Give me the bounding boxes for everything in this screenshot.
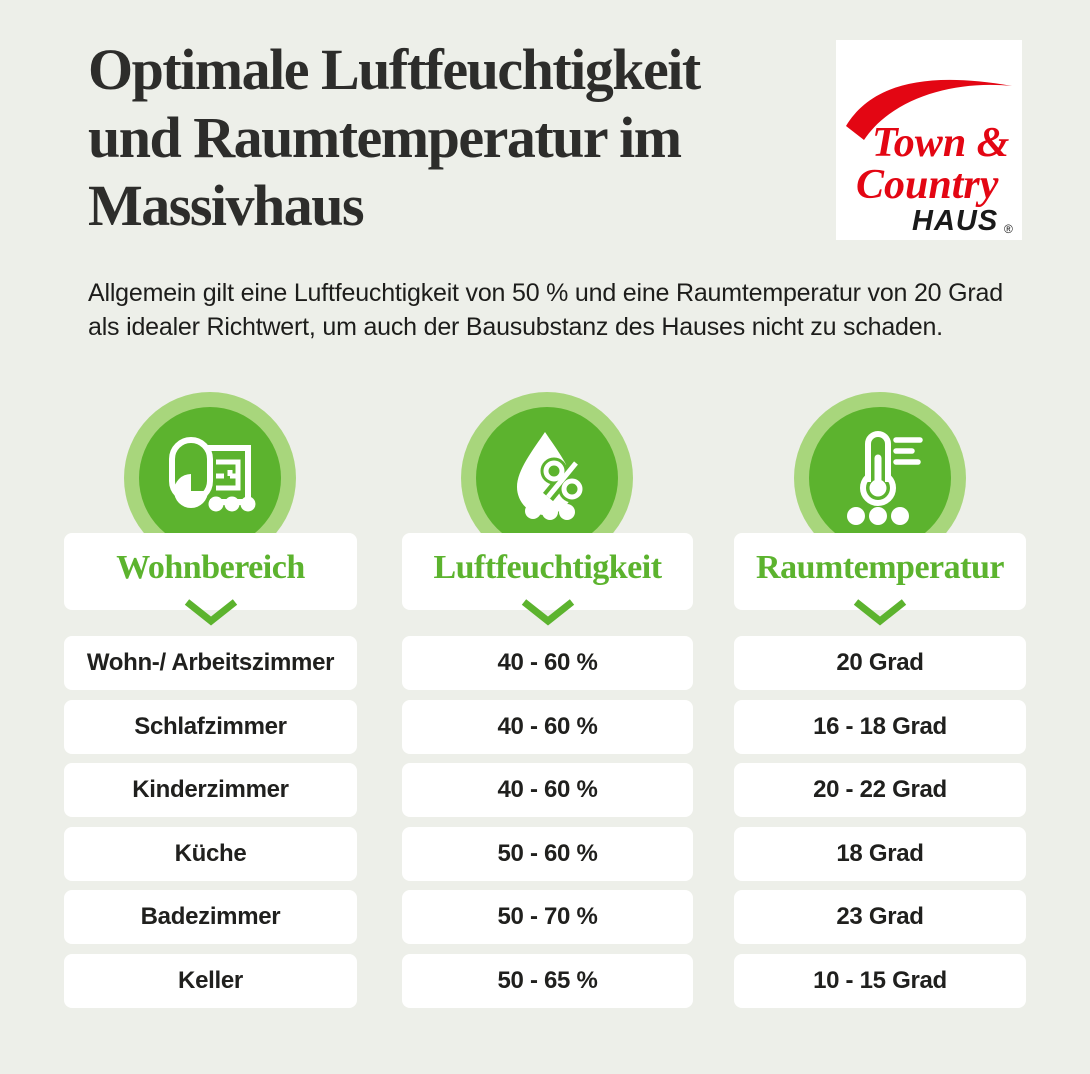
table-cell-room: Keller: [64, 954, 357, 1008]
blueprint-icon: [169, 437, 256, 512]
intro-text: Allgemein gilt eine Luftfeuchtigkeit von…: [88, 276, 1038, 344]
table-cell-humidity: 40 - 60 %: [402, 636, 693, 690]
column-header-wohnbereich: Wohnbereich: [64, 533, 357, 626]
column-header-label: Raumtemperatur: [756, 548, 1004, 586]
town-country-logo-graphic: Town & Country HAUS ®: [846, 79, 1013, 237]
column-header-raumtemperatur: Raumtemperatur: [734, 533, 1026, 626]
table-cell-room: Kinderzimmer: [64, 763, 357, 817]
intro-line-2: als idealer Richtwert, um auch der Bausu…: [88, 313, 943, 341]
table-cell-humidity: 40 - 60 %: [402, 700, 693, 754]
table-cell-temperature: 20 - 22 Grad: [734, 763, 1026, 817]
table-cell-temperature: 16 - 18 Grad: [734, 700, 1026, 754]
intro-line-1: Allgemein gilt eine Luftfeuchtigkeit von…: [88, 279, 1003, 307]
table-cell-room: Schlafzimmer: [64, 700, 357, 754]
title-line-1: Optimale Luftfeuchtigkeit: [88, 37, 701, 102]
logo-registered-mark: ®: [1004, 222, 1013, 236]
title-line-2: und Raumtemperatur im: [88, 105, 682, 170]
table-cell-room: Wohn-/ Arbeitszimmer: [64, 636, 357, 690]
logo-word-haus: HAUS: [912, 205, 998, 237]
column-header-label: Wohnbereich: [116, 548, 305, 586]
thermometer-icon: [847, 431, 923, 525]
logo-word-country: Country: [856, 162, 999, 208]
humidity-drop-icon: [517, 432, 586, 520]
chevron-down-icon: [521, 599, 574, 626]
chevron-down-icon: [184, 599, 237, 626]
table-cell-room: Küche: [64, 827, 357, 881]
page-title: Optimale Luftfeuchtigkeit und Raumtemper…: [88, 36, 848, 240]
table-cell-temperature: 18 Grad: [734, 827, 1026, 881]
table-cell-temperature: 23 Grad: [734, 890, 1026, 944]
town-country-logo: Town & Country HAUS ®: [836, 40, 1022, 240]
table-cell-temperature: 10 - 15 Grad: [734, 954, 1026, 1008]
table-cell-humidity: 50 - 70 %: [402, 890, 693, 944]
table-cell-humidity: 40 - 60 %: [402, 763, 693, 817]
title-line-3: Massivhaus: [88, 173, 365, 238]
chevron-down-icon: [853, 599, 907, 626]
column-header-luftfeuchtigkeit: Luftfeuchtigkeit: [402, 533, 693, 626]
table-cell-humidity: 50 - 65 %: [402, 954, 693, 1008]
table-cell-room: Badezimmer: [64, 890, 357, 944]
table-cell-humidity: 50 - 60 %: [402, 827, 693, 881]
logo-word-town: Town &: [872, 120, 1010, 166]
table-cell-temperature: 20 Grad: [734, 636, 1026, 690]
logo-swoosh-icon: [846, 79, 1012, 140]
column-header-label: Luftfeuchtigkeit: [433, 548, 662, 586]
